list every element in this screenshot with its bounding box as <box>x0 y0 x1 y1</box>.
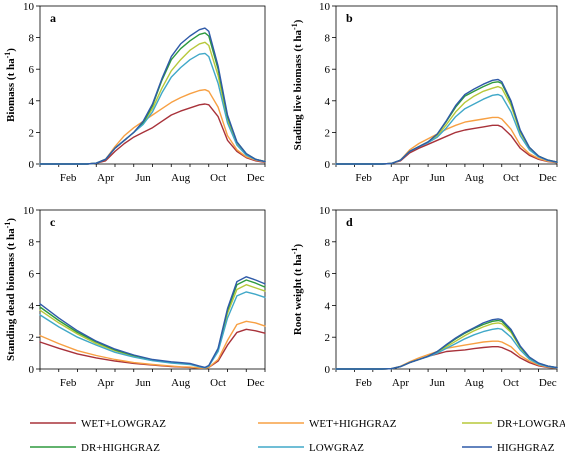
series-line-highgraz <box>39 27 266 165</box>
x-tick-label: Dec <box>247 377 265 389</box>
legend-item: DR+LOWGRAZ <box>462 418 565 430</box>
x-tick-label: Oct <box>210 172 226 184</box>
x-tick-label: Feb <box>355 377 372 389</box>
y-tick-label: 8 <box>325 237 331 249</box>
legend-item: HIGHGRAZ <box>462 442 555 454</box>
y-tick-label: 6 <box>29 64 35 76</box>
legend-label: WET+LOWGRAZ <box>81 418 166 430</box>
y-axis-label: Stading live biomass (t ha-1) <box>290 19 304 150</box>
panel-d: 0 2 4 6 8 10 Feb Apr Jun Aug Oct Dec d Root weight (t… <box>290 205 558 389</box>
series-line-wet-lowgraz <box>39 103 266 165</box>
y-tick-label: 2 <box>29 127 35 139</box>
x-tick-label: Oct <box>503 377 519 389</box>
y-axis-label-tail: ) <box>5 218 17 222</box>
y-tick-label: 10 <box>23 205 35 217</box>
legend-label: HIGHGRAZ <box>497 442 555 454</box>
x-tick-label: Aug <box>171 172 190 184</box>
x-tick-label: Jun <box>430 377 446 389</box>
x-tick-label: Aug <box>171 377 190 389</box>
series-line-wet-lowgraz <box>335 124 558 165</box>
y-axis-label: Standing dead biomass (t ha-1) <box>3 218 17 361</box>
y-axis-label-superscript: -1 <box>290 23 299 30</box>
x-tick-label: Dec <box>539 377 557 389</box>
x-tick-label: Aug <box>465 377 484 389</box>
x-tick-label: Jun <box>430 172 446 184</box>
y-axis-label-tail: ) <box>292 244 304 248</box>
y-tick-label: 8 <box>29 237 35 249</box>
x-tick-label: Apr <box>97 172 114 184</box>
panel-c: 0 2 4 6 8 10 Feb Apr Jun Aug Oct Dec c Standing dead … <box>3 205 266 389</box>
y-axis-label-main: Standing dead biomass (t ha <box>5 228 17 361</box>
x-tick-label: Feb <box>60 172 77 184</box>
y-axis-label-tail: ) <box>292 19 304 23</box>
y-tick-label: 4 <box>325 96 331 108</box>
series-line-dr-highgraz <box>39 279 266 369</box>
y-tick-label: 2 <box>325 332 331 344</box>
panel-letter: c <box>50 215 56 229</box>
y-tick-label: 4 <box>29 300 35 312</box>
y-tick-label: 2 <box>29 332 35 344</box>
y-tick-label: 10 <box>319 1 331 13</box>
x-tick-label: Dec <box>539 172 557 184</box>
y-tick-label: 4 <box>325 300 331 312</box>
chart-legend: WET+LOWGRAZ WET+HIGHGRAZ DR+LOWGRAZ DR+HIGH… <box>30 418 565 454</box>
y-tick-label: 8 <box>325 33 331 45</box>
legend-item: WET+HIGHGRAZ <box>258 418 397 430</box>
y-axis-label-superscript: -1 <box>290 248 299 255</box>
y-axis-label-main: Biomass (t ha <box>5 58 17 122</box>
x-tick-label: Feb <box>355 172 372 184</box>
panel-letter: d <box>346 215 353 229</box>
series-line-highgraz <box>39 276 266 369</box>
x-tick-label: Jun <box>135 172 151 184</box>
legend-label: WET+HIGHGRAZ <box>309 418 397 430</box>
series-line-highgraz <box>335 78 558 165</box>
x-tick-label: Apr <box>392 172 409 184</box>
x-tick-label: Aug <box>465 172 484 184</box>
legend-item: LOWGRAZ <box>258 442 364 454</box>
y-axis-label-tail: ) <box>5 48 17 52</box>
y-tick-label: 6 <box>325 269 331 281</box>
y-tick-label: 4 <box>29 96 35 108</box>
y-tick-label: 2 <box>325 127 331 139</box>
y-tick-label: 0 <box>325 364 331 376</box>
series-line-lowgraz <box>335 327 558 370</box>
panel-letter: a <box>50 11 56 25</box>
y-axis-label-superscript: -1 <box>3 52 12 59</box>
panel-b: 0 2 4 6 8 10 Feb Apr Jun Aug Oct Dec b Stading live b… <box>290 1 558 184</box>
y-tick-label: 8 <box>29 33 35 45</box>
panel-a: 0 2 4 6 8 10 Feb Apr Jun Aug Oct Dec a Biomass (t ha-… <box>3 1 266 184</box>
y-tick-label: 10 <box>319 205 331 217</box>
legend-item: WET+LOWGRAZ <box>30 418 166 430</box>
x-tick-label: Dec <box>247 172 265 184</box>
y-tick-label: 6 <box>325 64 331 76</box>
panel-letter: b <box>346 11 353 25</box>
x-tick-label: Oct <box>503 172 519 184</box>
y-tick-label: 10 <box>23 1 35 13</box>
y-axis-label: Biomass (t ha-1) <box>3 48 17 122</box>
y-tick-label: 0 <box>325 159 331 171</box>
y-axis-label-superscript: -1 <box>3 222 12 229</box>
legend-item: DR+HIGHGRAZ <box>30 442 160 454</box>
y-tick-label: 6 <box>29 269 35 281</box>
y-axis-label-main: Root weight (t ha <box>292 254 304 335</box>
y-axis-label: Root weight (t ha-1) <box>290 244 304 336</box>
legend-label: DR+HIGHGRAZ <box>81 442 160 454</box>
y-axis-label-main: Stading live biomass (t ha <box>292 29 304 150</box>
x-tick-label: Apr <box>392 377 409 389</box>
series-line-highgraz <box>335 318 558 370</box>
x-tick-label: Apr <box>97 377 114 389</box>
x-tick-label: Feb <box>60 377 77 389</box>
legend-label: DR+LOWGRAZ <box>497 418 565 430</box>
x-tick-label: Jun <box>135 377 151 389</box>
legend-label: LOWGRAZ <box>309 442 364 454</box>
series-line-lowgraz <box>39 291 266 369</box>
y-tick-label: 0 <box>29 364 35 376</box>
x-tick-label: Oct <box>210 377 226 389</box>
plot-frame <box>39 209 266 370</box>
y-tick-label: 0 <box>29 159 35 171</box>
series-line-dr-lowgraz <box>335 85 558 165</box>
series-line-wet-highgraz <box>39 320 266 369</box>
